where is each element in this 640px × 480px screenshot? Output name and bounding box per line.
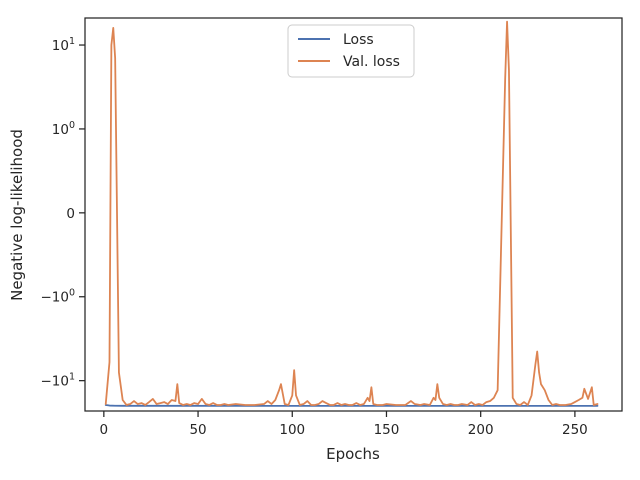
y-tick-label: 100 (52, 120, 75, 138)
y-tick-label: −101 (40, 372, 75, 390)
x-tick-label: 150 (374, 422, 400, 438)
legend-label-loss: Loss (343, 32, 374, 48)
plot-series-layer (104, 20, 599, 407)
x-axis-label: Epochs (326, 445, 380, 463)
legend-label-val-loss: Val. loss (343, 54, 400, 70)
y-tick-label: 0 (66, 206, 75, 222)
legend: Loss Val. loss (287, 24, 415, 78)
series-line-val-loss (104, 20, 599, 406)
y-tick-label: −100 (40, 288, 75, 306)
x-axis-ticks: 0 50 100 150 200 250 (100, 411, 588, 438)
plot-area-frame (84, 17, 623, 412)
x-tick-label: 200 (468, 422, 494, 438)
x-tick-label: 250 (562, 422, 588, 438)
y-tick-label: 101 (52, 36, 75, 54)
x-tick-label: 0 (100, 422, 109, 438)
y-axis-ticks: 101 100 0 −100 −101 (40, 36, 85, 390)
x-tick-label: 50 (189, 422, 206, 438)
x-tick-label: 100 (279, 422, 305, 438)
series-line-loss (104, 404, 599, 407)
y-axis-label: Negative log-likelihood (8, 129, 26, 301)
